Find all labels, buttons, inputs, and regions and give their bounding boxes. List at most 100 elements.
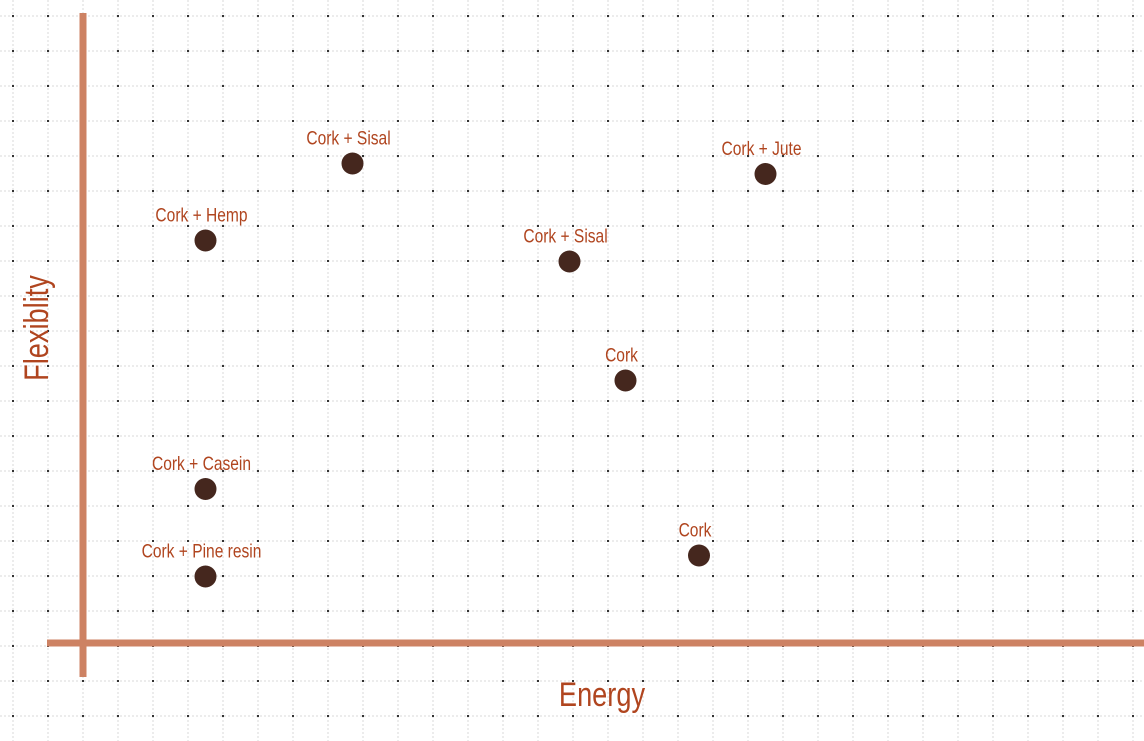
grid-dot	[782, 330, 784, 332]
grid-dot	[922, 15, 924, 17]
grid-dot	[47, 505, 49, 507]
grid-dot	[922, 435, 924, 437]
grid-dot	[712, 50, 714, 52]
grid-dot	[572, 400, 574, 402]
grid-dot	[1097, 365, 1099, 367]
grid-dot	[222, 715, 224, 717]
grid-dot	[152, 365, 154, 367]
grid-dot	[922, 260, 924, 262]
grid-dot	[922, 190, 924, 192]
grid-dot	[12, 575, 14, 577]
grid-dot	[502, 540, 504, 542]
grid-dot	[852, 540, 854, 542]
grid-dot	[817, 15, 819, 17]
grid-dot	[117, 575, 119, 577]
grid-dot	[1027, 435, 1029, 437]
grid-dot	[537, 120, 539, 122]
grid-dot	[467, 85, 469, 87]
grid-dot	[257, 505, 259, 507]
grid-dot	[537, 190, 539, 192]
grid-dot	[887, 330, 889, 332]
grid-dot	[922, 505, 924, 507]
grid-dot	[327, 190, 329, 192]
grid-dot	[1027, 155, 1029, 157]
grid-dot	[12, 400, 14, 402]
grid-dot	[747, 260, 749, 262]
grid-dot	[782, 225, 784, 227]
grid-dot	[292, 155, 294, 157]
grid-dot	[152, 295, 154, 297]
grid-dot	[47, 225, 49, 227]
grid-dot	[712, 470, 714, 472]
grid-dot	[782, 295, 784, 297]
grid-dot	[642, 400, 644, 402]
grid-dot	[292, 120, 294, 122]
grid-dot	[642, 15, 644, 17]
grid-dot	[362, 610, 364, 612]
grid-dot	[222, 470, 224, 472]
grid-dot	[12, 330, 14, 332]
grid-dot	[222, 400, 224, 402]
grid-dot	[327, 15, 329, 17]
grid-dot	[537, 505, 539, 507]
grid-dot	[152, 225, 154, 227]
grid-dot	[12, 295, 14, 297]
grid-dot	[1027, 260, 1029, 262]
grid-dot	[747, 575, 749, 577]
grid-dot	[1027, 470, 1029, 472]
grid-dot	[502, 85, 504, 87]
grid-dot	[222, 610, 224, 612]
grid-dot	[1097, 680, 1099, 682]
grid-dot	[187, 680, 189, 682]
grid-dot	[642, 505, 644, 507]
grid-dot	[1097, 505, 1099, 507]
grid-dot	[747, 225, 749, 227]
grid-dot	[292, 190, 294, 192]
grid-dot	[222, 120, 224, 122]
grid-dot	[782, 50, 784, 52]
grid-dot	[467, 225, 469, 227]
grid-dot	[187, 50, 189, 52]
grid-dot	[327, 575, 329, 577]
grid-dot	[817, 120, 819, 122]
grid-dot	[467, 435, 469, 437]
grid-dot	[292, 435, 294, 437]
grid-dot	[817, 540, 819, 542]
grid-dot	[187, 85, 189, 87]
grid-dot	[747, 365, 749, 367]
grid-dot	[1097, 330, 1099, 332]
grid-dot	[292, 540, 294, 542]
grid-dot	[187, 435, 189, 437]
grid-dot	[502, 365, 504, 367]
grid-dot	[1062, 505, 1064, 507]
grid-dot	[362, 330, 364, 332]
grid-dot	[292, 680, 294, 682]
grid-dot	[712, 400, 714, 402]
grid-dot	[1132, 505, 1134, 507]
grid-dot	[502, 225, 504, 227]
grid-dot	[712, 225, 714, 227]
grid-dot	[432, 610, 434, 612]
grid-dot	[1027, 50, 1029, 52]
grid-dot	[117, 295, 119, 297]
grid-dot	[397, 260, 399, 262]
grid-dot	[467, 330, 469, 332]
grid-dot	[222, 295, 224, 297]
grid-dot	[992, 400, 994, 402]
grid-dot	[537, 225, 539, 227]
grid-dot	[327, 540, 329, 542]
data-point	[194, 229, 217, 252]
grid-dot	[817, 610, 819, 612]
grid-dot	[712, 15, 714, 17]
grid-dot	[572, 435, 574, 437]
grid-dot	[117, 50, 119, 52]
grid-dot	[1097, 715, 1099, 717]
grid-dot	[782, 435, 784, 437]
grid-dot	[362, 365, 364, 367]
grid-dot	[1132, 260, 1134, 262]
grid-dot	[257, 715, 259, 717]
grid-dot	[12, 15, 14, 17]
grid-dot	[992, 610, 994, 612]
grid-dot	[327, 365, 329, 367]
grid-dot	[502, 505, 504, 507]
